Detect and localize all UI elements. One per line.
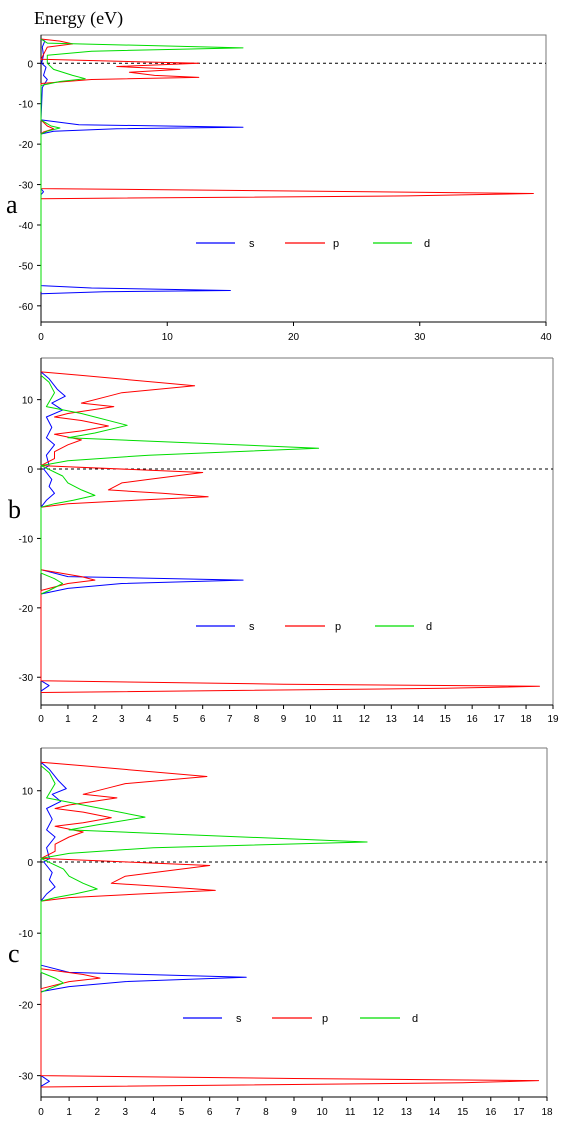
x-tick-label: 17	[513, 1107, 525, 1118]
x-tick-label: 14	[413, 714, 425, 725]
legend-label-s: s	[249, 621, 255, 633]
y-tick-label: 10	[22, 787, 34, 798]
x-tick-label: 40	[540, 332, 552, 343]
y-tick-label: -20	[19, 1000, 34, 1011]
panel-label-b: b	[8, 495, 21, 524]
series-line-d	[40, 38, 244, 292]
x-tick-label: 2	[92, 714, 98, 725]
x-tick-label: 12	[373, 1107, 385, 1118]
legend-label-d: d	[412, 1013, 418, 1025]
x-tick-label: 18	[541, 1107, 553, 1118]
series-line-p	[40, 761, 540, 1088]
x-tick-label: 7	[235, 1107, 241, 1118]
x-tick-label: 16	[467, 714, 479, 725]
series-line-d	[40, 375, 320, 595]
legend-label-p: p	[335, 621, 341, 633]
x-tick-label: 3	[119, 714, 125, 725]
x-tick-label: 1	[65, 714, 71, 725]
x-tick-label: 14	[429, 1107, 441, 1118]
plot-frame	[40, 34, 547, 323]
x-tick-label: 1	[66, 1107, 72, 1118]
series-line-p	[40, 371, 540, 693]
x-tick-label: 17	[494, 714, 506, 725]
y-tick-label: -40	[19, 221, 34, 232]
x-tick-label: 19	[547, 714, 559, 725]
y-tick-label: -20	[19, 140, 34, 151]
x-tick-label: 5	[173, 714, 179, 725]
y-tick-label: -30	[19, 673, 34, 684]
y-tick-label: -30	[19, 1072, 34, 1083]
x-tick-label: 10	[305, 714, 317, 725]
legend-label-d: d	[424, 238, 430, 250]
x-tick-label: 5	[179, 1107, 185, 1118]
x-tick-label: 11	[332, 714, 343, 725]
x-tick-label: 13	[386, 714, 398, 725]
x-tick-label: 10	[162, 332, 174, 343]
x-tick-label: 16	[485, 1107, 497, 1118]
y-tick-label: -50	[19, 261, 34, 272]
x-tick-label: 12	[359, 714, 371, 725]
y-tick-label: -10	[19, 534, 34, 545]
panel-label-a: a	[6, 190, 18, 219]
y-tick-label: -60	[19, 302, 34, 313]
series-line-s	[40, 38, 244, 295]
x-tick-label: 15	[457, 1107, 469, 1118]
chart-panels: 0 10 20 30 400-10-20-30-40-50-60s p da0 1 2 3 4 5 6 7…	[6, 34, 559, 1118]
x-tick-label: 9	[291, 1107, 297, 1118]
x-tick-label: 0	[38, 332, 44, 343]
x-tick-label: 13	[401, 1107, 413, 1118]
chart-panel-a: 0 10 20 30 40 0 -10 -20 -30 -40 -50 -60 s p d a	[6, 34, 552, 343]
legend-label-s: s	[249, 238, 255, 250]
legend-label-s: s	[236, 1013, 242, 1025]
y-tick-label: 0	[27, 465, 33, 476]
y-tick-label: 0	[27, 59, 33, 70]
x-tick-label: 11	[345, 1107, 356, 1118]
x-tick-label: 4	[151, 1107, 157, 1118]
x-tick-label: 3	[123, 1107, 129, 1118]
series-line-s	[40, 761, 247, 1087]
x-tick-label: 18	[520, 714, 532, 725]
legend-label-d: d	[426, 621, 432, 633]
legend-label-p: p	[333, 238, 339, 250]
x-tick-label: 20	[288, 332, 300, 343]
x-tick-label: 9	[281, 714, 287, 725]
x-tick-label: 10	[317, 1107, 329, 1118]
x-tick-label: 30	[414, 332, 426, 343]
series-line-s	[40, 371, 244, 692]
y-tick-label: -30	[19, 181, 34, 192]
y-tick-label: -10	[19, 929, 34, 940]
x-tick-label: 15	[440, 714, 452, 725]
chart-panel-c: 0 1 2 3 4 5 6 7 8 9 10 11 12 13 14 15 16 17 18100-10-20-30…	[8, 747, 553, 1118]
y-tick-label: 0	[27, 858, 33, 869]
x-tick-label: 0	[38, 714, 44, 725]
chart-panel-b: 0 1 2 3 4 5 6 7 8 9 10 11 12 13 14 15 16 17 18 19100-10-20-…	[8, 357, 559, 725]
panel-label-c: c	[8, 939, 20, 968]
x-tick-label: 0	[38, 1107, 44, 1118]
x-tick-label: 4	[146, 714, 152, 725]
legend-label-p: p	[322, 1013, 328, 1025]
x-tick-label: 6	[207, 1107, 213, 1118]
x-tick-label: 8	[254, 714, 260, 725]
figure-title: Energy (eV)	[34, 8, 123, 29]
x-tick-label: 8	[263, 1107, 269, 1118]
series-line-p	[40, 38, 534, 200]
y-tick-label: -20	[19, 604, 34, 615]
y-tick-label: -10	[19, 100, 34, 111]
x-tick-label: 7	[227, 714, 233, 725]
x-tick-label: 6	[200, 714, 206, 725]
y-tick-label: 10	[22, 396, 34, 407]
series-line-d	[40, 765, 368, 993]
x-tick-label: 2	[94, 1107, 100, 1118]
